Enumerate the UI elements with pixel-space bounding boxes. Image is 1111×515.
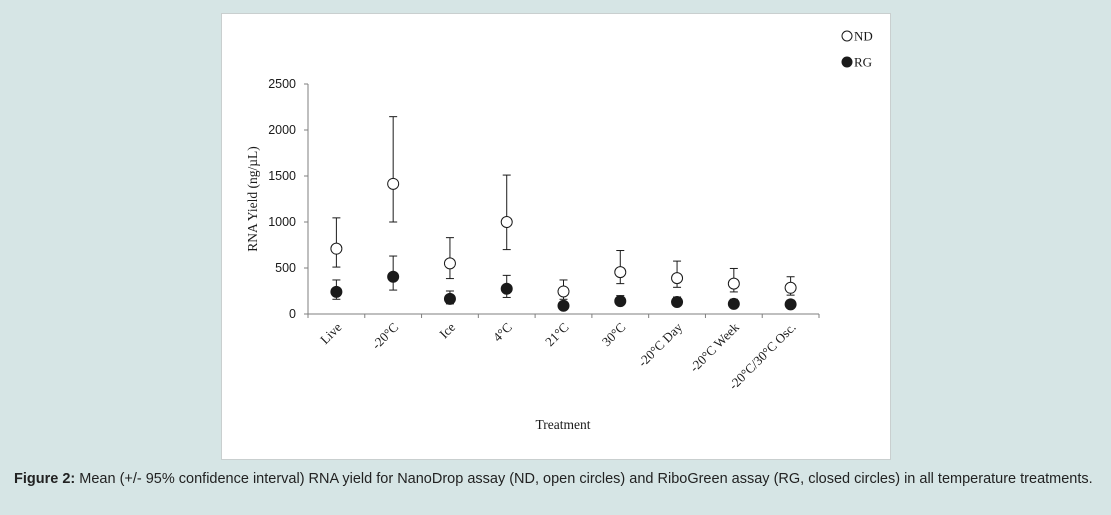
nd-point: [557, 285, 570, 298]
rg-point: [557, 299, 570, 312]
nd-point: [784, 281, 797, 294]
chart-plot: 0 500 1000 1500 2000 2500 Live -20°C Ice 4°C 21°C 3…: [245, 29, 873, 433]
x-tick-label: -20°C Week: [686, 319, 742, 375]
nd-point: [443, 257, 456, 270]
nd-point: [727, 277, 740, 290]
nd-point: [330, 242, 343, 255]
rg-point: [727, 297, 740, 310]
nd-point: [671, 272, 684, 285]
legend-marker: [841, 30, 853, 42]
legend-label: RG: [854, 55, 872, 70]
y-tick-label: 1500: [268, 169, 296, 183]
legend-marker: [841, 56, 853, 68]
x-tick-label: 30°C: [599, 320, 629, 350]
caption-label: Figure 2:: [14, 471, 76, 487]
nd-point: [614, 266, 627, 279]
rg-point: [330, 285, 343, 298]
x-tick-label: -20°C Day: [635, 319, 686, 370]
x-tick-label: Ice: [436, 319, 458, 341]
rg-point: [500, 282, 513, 295]
nd-point: [387, 177, 400, 190]
rg-point: [784, 298, 797, 311]
chart-panel: 0 500 1000 1500 2000 2500 Live -20°C Ice 4°C 21°C 3…: [221, 13, 891, 460]
caption-text: Mean (+/- 95% confidence interval) RNA y…: [75, 471, 1093, 487]
y-axis-title: RNA Yield (ng/µL): [245, 146, 260, 252]
figure-caption: Figure 2: Mean (+/- 95% confidence inter…: [14, 470, 1102, 489]
x-tick-label: -20°C: [369, 320, 402, 353]
y-tick-label: 0: [289, 307, 296, 321]
legend-label: ND: [854, 29, 873, 44]
rg-point: [387, 270, 400, 283]
rg-point: [671, 296, 684, 309]
y-tick-label: 2500: [268, 77, 296, 91]
x-axis-title: Treatment: [536, 417, 591, 432]
x-tick-label: 4°C: [490, 320, 515, 345]
y-tick-label: 1000: [268, 215, 296, 229]
x-tick-label: 21°C: [542, 320, 572, 350]
rg-point: [614, 295, 627, 308]
x-tick-label: Live: [317, 319, 345, 347]
y-tick-label: 2000: [268, 123, 296, 137]
rg-point: [443, 292, 456, 305]
nd-point: [500, 216, 513, 228]
y-tick-label: 500: [275, 261, 296, 275]
